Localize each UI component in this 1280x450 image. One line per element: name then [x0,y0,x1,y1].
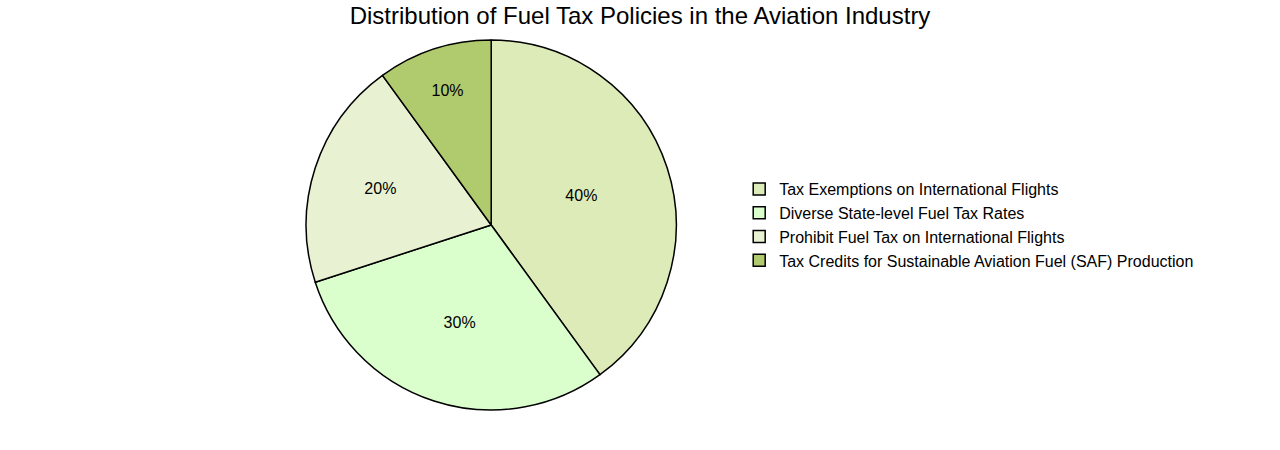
svg-text:Distribution of Fuel Tax Polic: Distribution of Fuel Tax Policies in the… [350,2,931,29]
svg-text:Tax Exemptions on Internationa: Tax Exemptions on International Flights [779,181,1058,198]
svg-text:Tax Credits for Sustainable Av: Tax Credits for Sustainable Aviation Fue… [779,253,1193,270]
svg-text:20%: 20% [364,180,396,197]
svg-text:Prohibit Fuel Tax on Internati: Prohibit Fuel Tax on International Fligh… [779,229,1064,246]
svg-text:Diverse State-level Fuel Tax R: Diverse State-level Fuel Tax Rates [779,205,1024,222]
svg-text:10%: 10% [432,82,464,99]
svg-text:40%: 40% [565,187,597,204]
svg-text:30%: 30% [444,314,476,331]
